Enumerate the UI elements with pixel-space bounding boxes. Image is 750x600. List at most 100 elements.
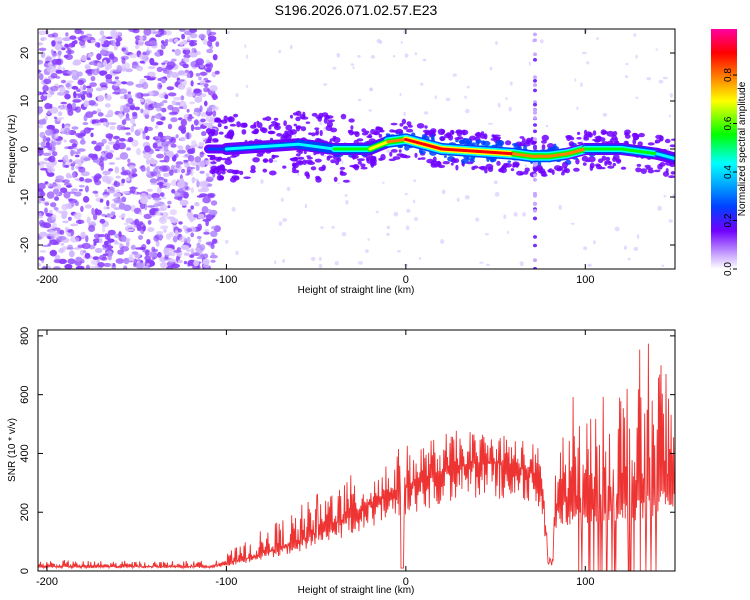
spectrogram-noise-blob bbox=[87, 100, 96, 106]
spectrogram-noise-blob bbox=[183, 104, 188, 110]
spectrogram-noise-blob bbox=[105, 74, 113, 80]
spectrogram-ridge-segment bbox=[476, 149, 515, 156]
spectrogram-noise-blob bbox=[341, 232, 347, 237]
spectrogram-noise-blob bbox=[370, 87, 373, 92]
spectrogram-noise-blob bbox=[215, 41, 220, 47]
spectrogram-ridge-segment bbox=[422, 142, 444, 151]
spectrogram-noise-blob bbox=[189, 29, 197, 33]
colorbar: 0.0 0.2 0.4 0.6 0.8 Normalized spectral ampl… bbox=[711, 29, 748, 276]
spectrogram-noise-blob bbox=[464, 95, 467, 99]
spectrogram-noise-blob bbox=[155, 200, 160, 204]
spectrogram-noise-blob bbox=[382, 181, 385, 184]
spectrogram-noise-blob bbox=[577, 131, 581, 135]
spectrogram-noise-blob bbox=[46, 66, 56, 73]
spectrogram-y-tick-label: 0 bbox=[19, 146, 31, 152]
spectrogram-noise-blob bbox=[166, 265, 174, 269]
spectrogram-noise-blob bbox=[360, 166, 368, 170]
spectrogram-noise-blob bbox=[587, 156, 596, 163]
spectrogram-noise-blob bbox=[134, 44, 140, 50]
spectrogram-noise-blob bbox=[199, 170, 205, 174]
spectrogram-noise-blob bbox=[420, 157, 426, 160]
spectrogram-noise-blob bbox=[151, 192, 161, 199]
spectrogram-noise-blob bbox=[109, 149, 115, 153]
spectrogram-noise-blob bbox=[533, 111, 537, 115]
spectrogram-noise-blob bbox=[204, 67, 212, 72]
spectrogram-noise-blob bbox=[170, 58, 177, 62]
spectrogram-noise-blob bbox=[210, 230, 218, 237]
spectrogram-noise-blob bbox=[193, 119, 199, 126]
spectrogram-noise-blob bbox=[324, 114, 331, 120]
spectrogram-noise-blob bbox=[38, 30, 46, 36]
spectrogram-noise-blob bbox=[118, 215, 126, 218]
spectrogram-noise-blob bbox=[123, 258, 130, 265]
spectrogram-noise-blob bbox=[70, 223, 79, 227]
spectrogram-noise-blob bbox=[72, 99, 81, 103]
spectrogram-noise-blob bbox=[114, 76, 119, 80]
spectrogram-noise-blob bbox=[109, 125, 116, 130]
spectrogram-noise-blob bbox=[512, 142, 519, 147]
spectrogram-noise-blob bbox=[108, 162, 116, 165]
spectrogram-noise-blob bbox=[186, 249, 192, 252]
spectrogram-noise-blob bbox=[370, 128, 376, 135]
spectrogram-noise-blob bbox=[92, 190, 99, 194]
spectrogram-noise-blob bbox=[282, 165, 287, 169]
spectrogram-noise-blob bbox=[88, 153, 94, 158]
spectrogram-noise-blob bbox=[256, 122, 263, 129]
spectrogram-noise-blob bbox=[448, 134, 454, 141]
spectrogram-noise-blob bbox=[406, 128, 414, 133]
spectrogram-noise-blob bbox=[214, 117, 221, 123]
spectrogram-noise-blob bbox=[292, 163, 299, 169]
spectrogram-noise-blob bbox=[209, 37, 216, 43]
spectrogram-noise-blob bbox=[38, 124, 44, 129]
spectrogram-noise-blob bbox=[117, 113, 124, 118]
spectrogram-noise-blob bbox=[551, 169, 555, 175]
spectrogram-noise-blob bbox=[225, 239, 229, 244]
spectrogram-noise-blob bbox=[122, 68, 126, 72]
spectrogram-noise-blob bbox=[150, 171, 157, 177]
spectrogram-noise-blob bbox=[160, 225, 169, 230]
spectrogram-noise-blob bbox=[38, 106, 44, 114]
spectrogram-noise-blob bbox=[388, 158, 396, 162]
spectrogram-noise-blob bbox=[541, 140, 547, 144]
spectrogram-noise-blob bbox=[510, 168, 515, 172]
spectrogram-noise-blob bbox=[607, 165, 615, 169]
spectrogram-noise-blob bbox=[657, 205, 662, 211]
spectrogram-noise-blob bbox=[614, 137, 619, 142]
spectrogram-noise-blob bbox=[73, 147, 78, 150]
spectrogram-noise-blob bbox=[72, 150, 76, 155]
spectrogram-noise-blob bbox=[163, 135, 172, 140]
spectrogram-noise-blob bbox=[153, 168, 159, 173]
chart-title: S196.2026.071.02.57.E23 bbox=[275, 2, 438, 18]
spectrogram-noise-blob bbox=[183, 54, 191, 59]
spectrogram-noise-blob bbox=[499, 167, 505, 173]
spectrogram-noise-blob bbox=[139, 35, 144, 41]
spectrogram-noise-blob bbox=[44, 115, 49, 121]
spectrogram-noise-blob bbox=[149, 209, 156, 216]
spectrogram-noise-blob bbox=[413, 217, 419, 221]
spectrogram-noise-blob bbox=[118, 88, 128, 95]
spectrogram-noise-blob bbox=[120, 95, 125, 100]
spectrogram-noise-blob bbox=[273, 124, 281, 131]
spectrogram-noise-blob bbox=[69, 191, 76, 194]
spectrogram-noise-blob bbox=[143, 213, 152, 220]
spectrogram-noise-blob bbox=[496, 160, 501, 166]
spectrogram-noise-blob bbox=[212, 132, 216, 135]
spectrogram-noise-blob bbox=[39, 250, 47, 253]
spectrogram-noise-blob bbox=[64, 263, 73, 269]
spectrogram-noise-blob bbox=[533, 116, 537, 120]
spectrogram-noise-blob bbox=[398, 149, 402, 153]
spectrogram-noise-blob bbox=[99, 118, 104, 123]
spectrogram-noise-blob bbox=[496, 136, 501, 140]
spectrogram-noise-blob bbox=[122, 169, 131, 176]
spectrogram-noise-blob bbox=[657, 163, 663, 170]
spectrogram-noise-blob bbox=[146, 171, 150, 175]
spectrogram-noise-blob bbox=[107, 238, 115, 243]
spectrogram-noise-blob bbox=[86, 86, 94, 94]
spectrogram-noise-blob bbox=[403, 155, 411, 159]
spectrogram-noise-blob bbox=[365, 249, 369, 254]
spectrogram-noise-blob bbox=[310, 256, 316, 261]
spectrogram-noise-blob bbox=[488, 122, 493, 125]
snr-y-tick-label: 400 bbox=[19, 444, 31, 462]
spectrogram-noise-blob bbox=[405, 225, 410, 231]
spectrogram-noise-blob bbox=[399, 92, 402, 97]
